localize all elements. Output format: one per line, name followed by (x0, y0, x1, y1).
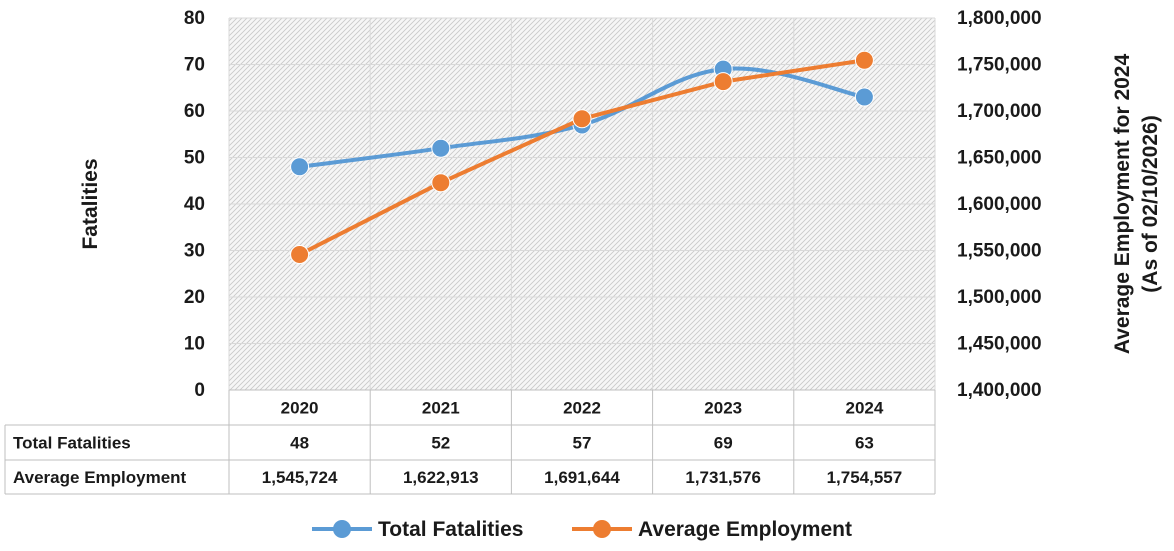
x-tick-label: 2020 (281, 399, 319, 418)
table-cell: 1,622,913 (403, 468, 479, 487)
data-point-average-employment (431, 173, 451, 193)
y-right-tick-label: 1,700,000 (957, 101, 1042, 122)
table-cell: 1,731,576 (685, 468, 761, 487)
data-point-average-employment (572, 109, 592, 129)
y-left-tick-label: 10 (184, 334, 205, 355)
legend-swatch-marker-average-employment (593, 520, 611, 538)
table-cell: 69 (714, 434, 733, 453)
data-point-total-fatalities (431, 138, 451, 158)
data-point-total-fatalities (854, 87, 874, 107)
y-right-tick-label: 1,400,000 (957, 380, 1042, 401)
y-right-tick-label: 1,800,000 (957, 8, 1042, 29)
table-cell: 1,545,724 (262, 468, 338, 487)
data-point-average-employment (854, 50, 874, 70)
legend-label-average-employment: Average Employment (638, 518, 852, 541)
y-right-axis-subtitle: (As of 02/10/2026) (1139, 115, 1162, 292)
table-cell: 57 (573, 434, 592, 453)
table-row-label: Average Employment (13, 468, 187, 487)
y-left-tick-label: 20 (184, 287, 205, 308)
y-right-tick-label: 1,650,000 (957, 148, 1042, 169)
table-cell: 1,754,557 (827, 468, 903, 487)
y-right-tick-label: 1,550,000 (957, 241, 1042, 262)
table-cell: 48 (290, 434, 309, 453)
y-left-axis-title: Fatalities (79, 158, 102, 249)
y-right-tick-label: 1,450,000 (957, 334, 1042, 355)
data-point-total-fatalities (290, 157, 310, 177)
data-point-average-employment (290, 244, 310, 264)
x-tick-label: 2021 (422, 399, 460, 418)
legend-swatch-marker-total-fatalities (333, 520, 351, 538)
table-cell: 63 (855, 434, 874, 453)
x-tick-label: 2023 (704, 399, 742, 418)
table-row-label: Total Fatalities (13, 434, 131, 453)
x-tick-label: 2024 (845, 399, 883, 418)
legend-label-total-fatalities: Total Fatalities (378, 518, 523, 541)
table-cell: 1,691,644 (544, 468, 620, 487)
y-left-tick-label: 50 (184, 148, 205, 169)
y-left-tick-label: 70 (184, 55, 205, 76)
y-right-tick-label: 1,600,000 (957, 194, 1042, 215)
table-cell: 52 (431, 434, 450, 453)
y-right-tick-label: 1,500,000 (957, 287, 1042, 308)
data-point-average-employment (713, 72, 733, 92)
x-tick-label: 2022 (563, 399, 601, 418)
y-left-tick-label: 0 (194, 380, 205, 401)
y-left-tick-label: 30 (184, 241, 205, 262)
y-left-tick-label: 60 (184, 101, 205, 122)
y-right-tick-label: 1,750,000 (957, 55, 1042, 76)
y-right-axis-title: Average Employment for 2024 (1111, 54, 1134, 355)
y-left-tick-label: 80 (184, 8, 205, 29)
y-left-tick-label: 40 (184, 194, 205, 215)
